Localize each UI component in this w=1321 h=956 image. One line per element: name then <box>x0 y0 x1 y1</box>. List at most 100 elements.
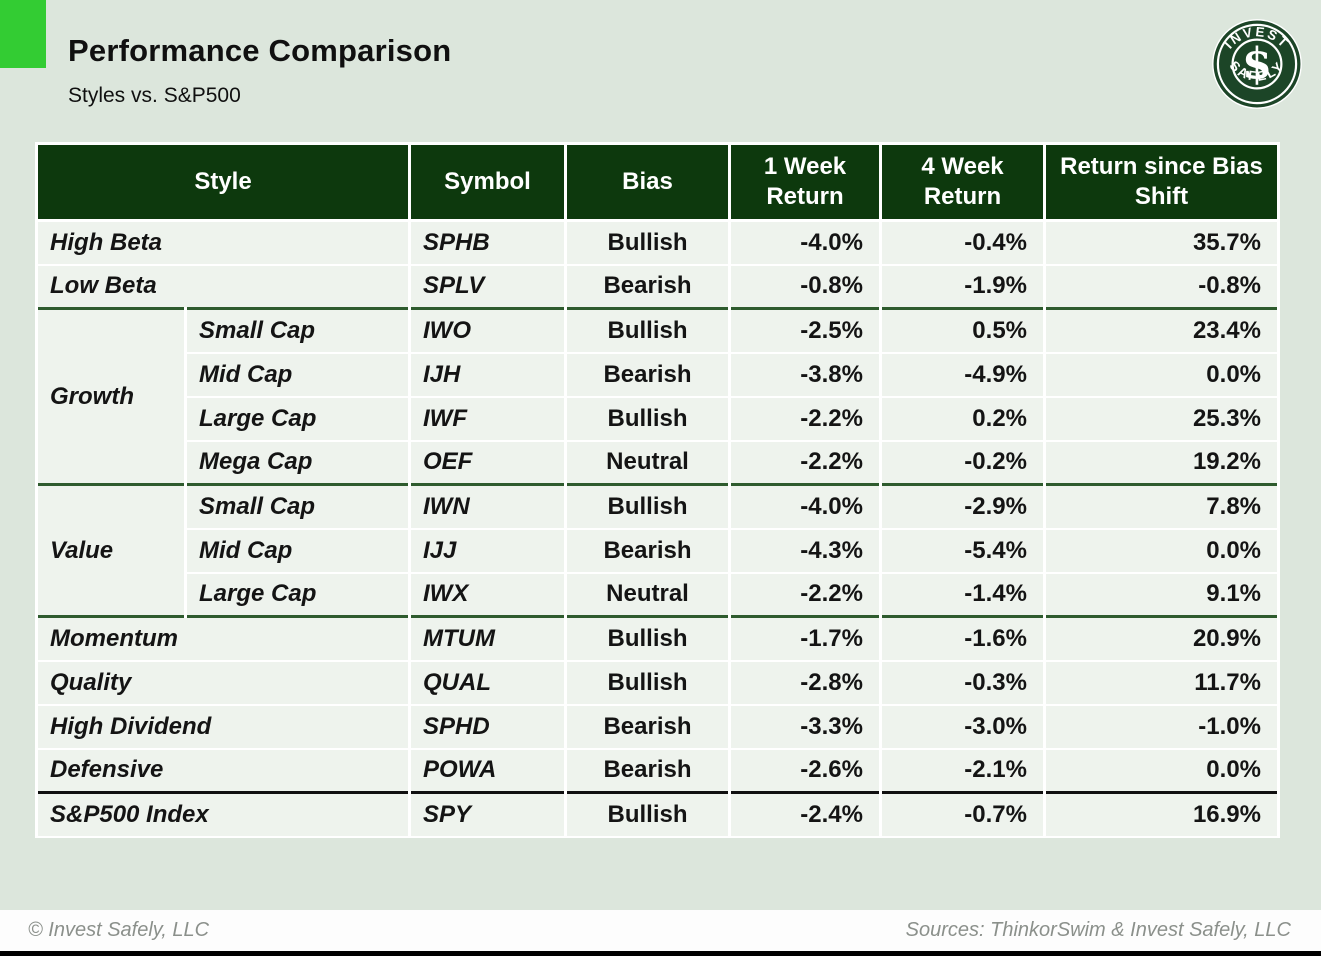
style-cell: Quality <box>35 659 411 706</box>
table-row: S&P500 Index SPY Bullish -2.4% -0.7% 16.9% <box>35 791 1280 838</box>
4-week-return-cell: -0.3% <box>879 659 1046 706</box>
4-week-return-cell: -0.4% <box>879 219 1046 266</box>
table-row: Mid Cap IJH Bearish -3.8% -4.9% 0.0% <box>37 351 1280 398</box>
style-group-cell: Growth <box>35 307 187 486</box>
col-header-1-week-return: 1 Week Return <box>728 142 882 222</box>
table-row: Momentum MTUM Bullish -1.7% -1.6% 20.9% <box>35 615 1280 662</box>
style-cell: Small Cap <box>184 483 411 530</box>
table-row: Large Cap IWX Neutral -2.2% -1.4% 9.1% <box>37 571 1280 618</box>
symbol-cell: SPLV <box>408 263 567 310</box>
1-week-return-cell: -3.3% <box>728 703 882 750</box>
symbol-cell: IJH <box>408 351 567 398</box>
return-since-bias-shift-cell: 25.3% <box>1043 395 1280 442</box>
bias-cell: Bullish <box>564 659 731 706</box>
4-week-return-cell: 0.5% <box>879 307 1046 354</box>
style-cell: Low Beta <box>35 263 411 310</box>
bias-cell: Bearish <box>564 527 731 574</box>
bias-cell: Bullish <box>564 395 731 442</box>
style-cell: Large Cap <box>184 395 411 442</box>
style-cell: Momentum <box>35 615 411 662</box>
1-week-return-cell: -4.3% <box>728 527 882 574</box>
symbol-cell: IJJ <box>408 527 567 574</box>
4-week-return-cell: -2.9% <box>879 483 1046 530</box>
style-cell: High Dividend <box>35 703 411 750</box>
return-since-bias-shift-cell: 11.7% <box>1043 659 1280 706</box>
bias-cell: Bullish <box>564 219 731 266</box>
table-row: Defensive POWA Bearish -2.6% -2.1% 0.0% <box>35 747 1280 794</box>
1-week-return-cell: -2.2% <box>728 571 882 618</box>
accent-square <box>0 0 46 68</box>
bias-cell: Bearish <box>564 263 731 310</box>
style-cell: Small Cap <box>184 307 411 354</box>
symbol-cell: OEF <box>408 439 567 486</box>
footer-sources: Sources: ThinkorSwim & Invest Safely, LL… <box>905 919 1291 941</box>
symbol-cell: QUAL <box>408 659 567 706</box>
symbol-cell: IWN <box>408 483 567 530</box>
symbol-cell: SPHD <box>408 703 567 750</box>
4-week-return-cell: -1.9% <box>879 263 1046 310</box>
1-week-return-cell: -2.2% <box>728 395 882 442</box>
table-row: High Beta SPHB Bullish -4.0% -0.4% 35.7% <box>35 219 1280 266</box>
4-week-return-cell: -0.7% <box>879 791 1046 838</box>
1-week-return-cell: -0.8% <box>728 263 882 310</box>
col-header-bias: Bias <box>564 142 731 222</box>
page-title: Performance Comparison <box>68 33 452 68</box>
table-row: Quality QUAL Bullish -2.8% -0.3% 11.7% <box>35 659 1280 706</box>
return-since-bias-shift-cell: -0.8% <box>1043 263 1280 310</box>
bottom-bar <box>0 951 1321 956</box>
bias-cell: Neutral <box>564 571 731 618</box>
symbol-cell: POWA <box>408 747 567 794</box>
style-cell: Large Cap <box>184 571 411 618</box>
table-header-row: Style Symbol Bias 1 Week Return 4 Week R… <box>35 142 1280 222</box>
footer: © Invest Safely, LLC Sources: ThinkorSwi… <box>0 910 1321 951</box>
4-week-return-cell: -2.1% <box>879 747 1046 794</box>
symbol-cell: IWF <box>408 395 567 442</box>
style-cell: High Beta <box>35 219 411 266</box>
symbol-cell: IWO <box>408 307 567 354</box>
style-cell: S&P500 Index <box>35 791 411 838</box>
1-week-return-cell: -3.8% <box>728 351 882 398</box>
symbol-cell: MTUM <box>408 615 567 662</box>
col-header-style: Style <box>35 142 411 222</box>
return-since-bias-shift-cell: 0.0% <box>1043 351 1280 398</box>
1-week-return-cell: -2.2% <box>728 439 882 486</box>
1-week-return-cell: -4.0% <box>728 219 882 266</box>
bias-cell: Bullish <box>564 791 731 838</box>
table-row: Mega Cap OEF Neutral -2.2% -0.2% 19.2% <box>37 439 1280 486</box>
bias-cell: Bearish <box>564 351 731 398</box>
return-since-bias-shift-cell: 20.9% <box>1043 615 1280 662</box>
return-since-bias-shift-cell: -1.0% <box>1043 703 1280 750</box>
col-header-return-since-bias-shift: Return since Bias Shift <box>1043 142 1280 222</box>
table-row: Growth Small Cap IWO Bullish -2.5% 0.5% 23.4% <box>35 307 1280 486</box>
return-since-bias-shift-cell: 16.9% <box>1043 791 1280 838</box>
return-since-bias-shift-cell: 7.8% <box>1043 483 1280 530</box>
return-since-bias-shift-cell: 19.2% <box>1043 439 1280 486</box>
invest-safely-logo-icon: INVEST SAFELY $ <box>1212 19 1302 109</box>
performance-table: Style Symbol Bias 1 Week Return 4 Week R… <box>35 142 1280 838</box>
table-row: Low Beta SPLV Bearish -0.8% -1.9% -0.8% <box>35 263 1280 310</box>
4-week-return-cell: -3.0% <box>879 703 1046 750</box>
col-header-symbol: Symbol <box>408 142 567 222</box>
1-week-return-cell: -2.5% <box>728 307 882 354</box>
1-week-return-cell: -2.6% <box>728 747 882 794</box>
4-week-return-cell: -0.2% <box>879 439 1046 486</box>
style-cell: Mid Cap <box>184 527 411 574</box>
return-since-bias-shift-cell: 0.0% <box>1043 527 1280 574</box>
return-since-bias-shift-cell: 23.4% <box>1043 307 1280 354</box>
symbol-cell: IWX <box>408 571 567 618</box>
style-cell: Defensive <box>35 747 411 794</box>
1-week-return-cell: -1.7% <box>728 615 882 662</box>
bias-cell: Bearish <box>564 747 731 794</box>
table-row: High Dividend SPHD Bearish -3.3% -3.0% -1.0% <box>35 703 1280 750</box>
col-header-4-week-return: 4 Week Return <box>879 142 1046 222</box>
4-week-return-cell: -5.4% <box>879 527 1046 574</box>
4-week-return-cell: -1.6% <box>879 615 1046 662</box>
table-row: Large Cap IWF Bullish -2.2% 0.2% 25.3% <box>37 395 1280 442</box>
bias-cell: Bearish <box>564 703 731 750</box>
bias-cell: Neutral <box>564 439 731 486</box>
return-since-bias-shift-cell: 35.7% <box>1043 219 1280 266</box>
logo-dollar-monogram: $ <box>1242 39 1272 90</box>
style-cell: Mid Cap <box>184 351 411 398</box>
page-subtitle: Styles vs. S&P500 <box>68 84 241 107</box>
return-since-bias-shift-cell: 0.0% <box>1043 747 1280 794</box>
